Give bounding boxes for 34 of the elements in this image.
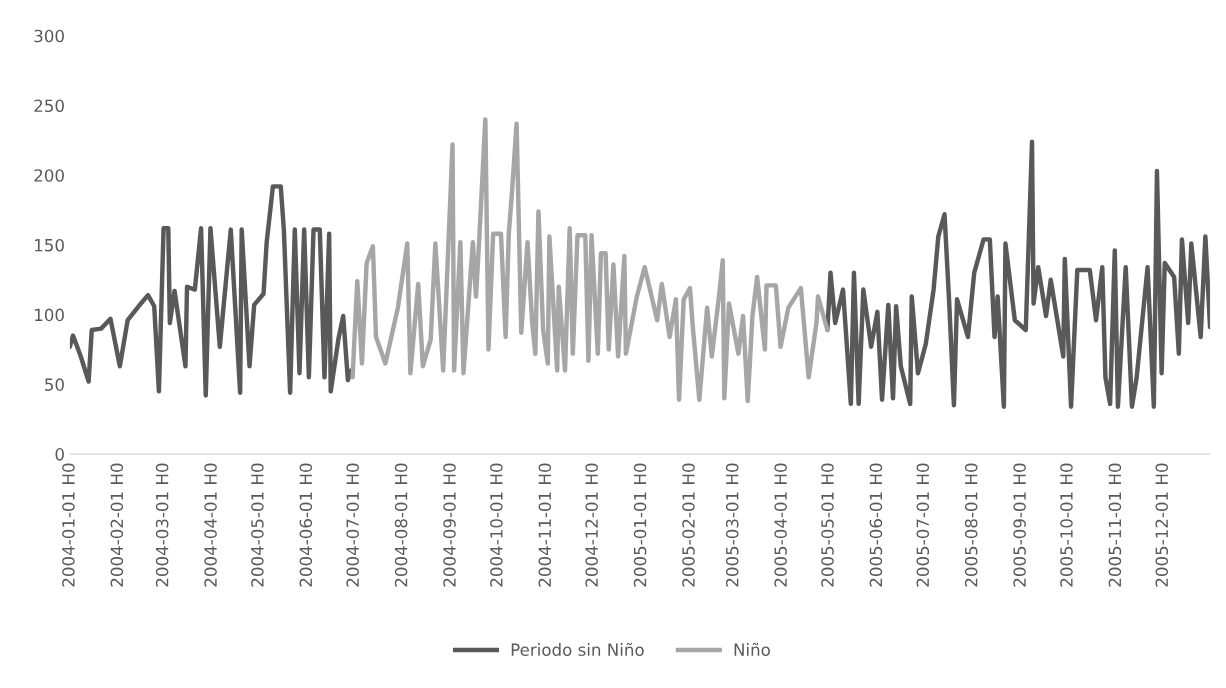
x-tick-label: 2004-11-01 H0 [538,463,552,587]
x-tick-label: 2005-01-01 H0 [633,463,647,587]
y-tick-label: 300 [34,29,64,43]
x-tick-label: 2004-09-01 H0 [443,463,456,587]
x-tick-label: 2005-07-01 H0 [916,463,930,587]
x-tick-label: 2004-10-01 H0 [490,463,503,587]
x-tick-label: 2005-05-01 H0 [821,463,834,587]
x-tick-label: 2005-02-01 H0 [682,463,695,587]
legend-label: Niño [734,642,770,657]
line-series [350,117,830,404]
x-tick-label: 2004-05-01 H0 [251,463,264,587]
x-tick-label: 2005-09-01 H0 [1013,463,1026,587]
y-tick-label: 100 [35,308,64,322]
x-tick-label: 2004-01-01 H0 [62,463,75,587]
y-tick-label: 150 [35,238,64,252]
x-tick-label: 2005-03-01 H0 [725,463,739,587]
x-tick-label: 2005-12-01 H0 [1155,463,1169,587]
y-tick-label: 50 [45,378,64,391]
y-tick-label: 0 [55,448,64,461]
legend-label: Periodo sin Niño [511,642,644,657]
x-tick-label: 2004-02-01 H0 [110,463,124,587]
x-tick-label: 2004-04-01 H0 [204,463,217,587]
x-tick-label: 2004-08-01 H0 [394,463,408,587]
x-tick-label: 2004-07-01 H0 [346,463,359,587]
x-tick-label: 2005-06-01 H0 [869,463,883,587]
x-tick-label: 2005-11-01 H0 [1108,463,1122,587]
x-tick-label: 2005-08-01 H0 [964,463,978,587]
x-tick-label: 2005-04-01 H0 [774,463,787,587]
x-tick-label: 2004-06-01 H0 [299,463,313,587]
y-tick-label: 200 [34,169,64,182]
x-tick-label: 2004-03-01 H0 [155,463,169,587]
y-tick-label: 250 [34,99,64,113]
x-tick-label: 2004-12-01 H0 [585,463,598,587]
x-tick-label: 2005-10-01 H0 [1060,463,1073,587]
